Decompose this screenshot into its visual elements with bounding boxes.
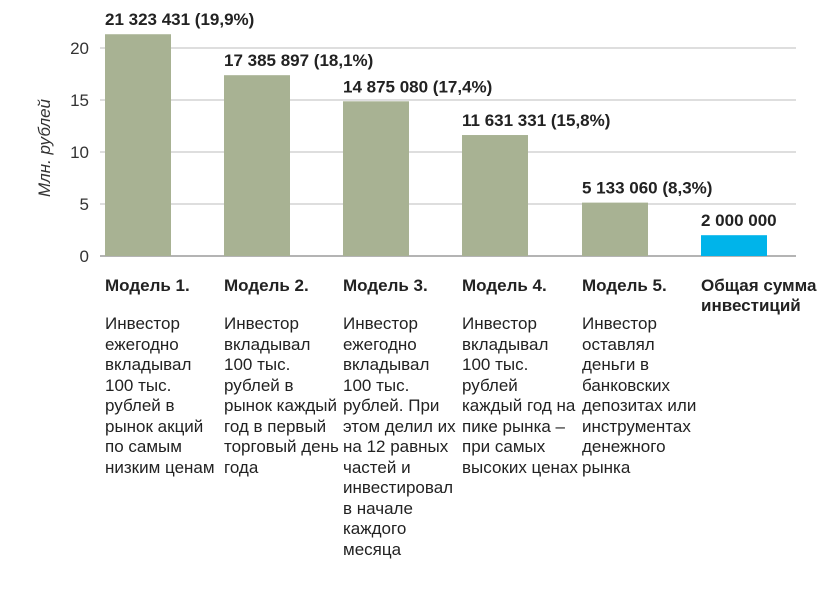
data-label-4: 11 631 331 (15,8%) (462, 111, 610, 130)
category-column-3: Модель 3. Инвестор ежегодно вкладывал 10… (343, 276, 461, 560)
category-label: Общая сумма инвестиций (701, 276, 817, 315)
category-column-6: Общая сумма инвестиций (701, 276, 831, 334)
data-label-2: 17 385 897 (18,1%) (224, 51, 373, 70)
data-label-1: 21 323 431 (19,9%) (105, 10, 254, 29)
y-axis-label: Млн. рублей (35, 98, 54, 197)
data-label-3: 14 875 080 (17,4%) (343, 77, 492, 96)
y-tick-label: 20 (70, 39, 89, 58)
category-description: Инвестор вкладывал 100 тыс. рублей кажды… (462, 314, 578, 477)
bar-4 (462, 135, 528, 256)
bar-2 (224, 75, 290, 256)
category-label: Модель 1. (105, 276, 190, 295)
y-tick-label: 15 (70, 91, 89, 110)
y-tick-label: 0 (80, 247, 89, 266)
category-description: Инвестор оставлял деньги в банковских де… (582, 314, 697, 477)
gridlines (100, 47, 796, 257)
category-label: Модель 5. (582, 276, 667, 295)
data-labels: 21 323 431 (19,9%) 17 385 897 (18,1%) 14 8… (105, 10, 777, 230)
category-label: Модель 3. (343, 276, 428, 295)
y-tick-label: 10 (70, 143, 89, 162)
bar-chart: 0 5 10 15 20 21 323 431 (19,9%) 17 385 897 (1… (35, 10, 796, 266)
category-description: Инвестор ежегодно вкладывал 100 тыс. руб… (105, 314, 215, 477)
category-label: Модель 2. (224, 276, 309, 295)
bar-6 (701, 235, 767, 256)
bar-5 (582, 202, 648, 256)
category-description: Инвестор ежегодно вкладывал 100 тыс. руб… (343, 314, 456, 559)
bar-1 (105, 34, 171, 257)
category-label: Модель 4. (462, 276, 547, 295)
bar-3 (343, 101, 409, 257)
category-column-2: Модель 2. Инвестор вкладывал 100 тыс. ру… (224, 276, 342, 478)
data-label-6: 2 000 000 (701, 211, 777, 230)
category-column-1: Модель 1. Инвестор ежегодно вкладывал 10… (105, 276, 223, 478)
category-column-4: Модель 4. Инвестор вкладывал 100 тыс. ру… (462, 276, 580, 478)
category-column-5: Модель 5. Инвестор оставлял деньги в бан… (582, 276, 700, 478)
bars (105, 34, 767, 257)
y-tick-label: 5 (80, 195, 89, 214)
category-description: Инвестор вкладывал 100 тыс. рублей в рын… (224, 314, 339, 477)
y-axis-ticks: 0 5 10 15 20 (70, 39, 89, 266)
data-label-5: 5 133 060 (8,3%) (582, 179, 712, 198)
